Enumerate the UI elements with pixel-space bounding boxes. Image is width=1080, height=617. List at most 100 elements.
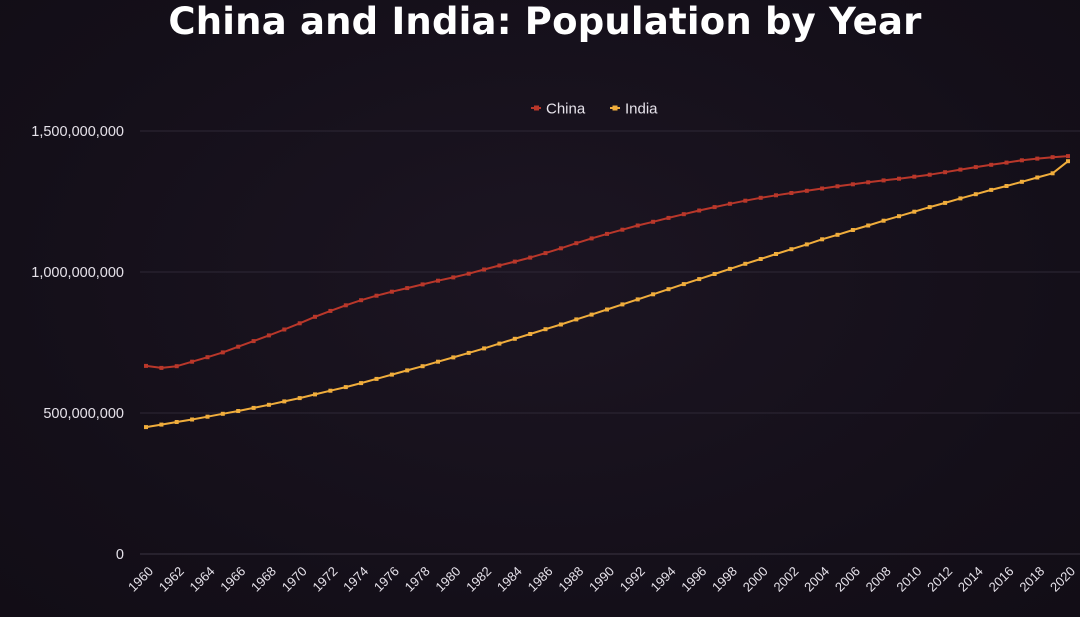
data-point-china	[1004, 160, 1009, 165]
data-point-china	[497, 263, 502, 268]
data-point-india	[374, 376, 379, 381]
x-tick-label: 2004	[801, 564, 832, 595]
data-point-china	[605, 231, 609, 236]
data-point-india	[989, 187, 994, 192]
data-point-china	[343, 303, 348, 308]
data-point-india	[297, 396, 302, 401]
x-tick-label: 2002	[770, 564, 801, 595]
x-tick-label: 1994	[648, 564, 679, 595]
data-point-china	[174, 364, 179, 369]
data-point-china	[789, 191, 794, 195]
data-point-india	[313, 392, 317, 397]
legend: China India	[531, 101, 658, 118]
data-point-china	[466, 271, 471, 276]
x-tick-label: 1992	[617, 564, 648, 595]
data-point-china	[1050, 155, 1055, 160]
data-point-china	[313, 314, 317, 319]
data-point-china	[958, 167, 963, 172]
data-point-india	[574, 317, 579, 322]
x-tick-label: 1970	[279, 564, 310, 595]
x-tick-label: 2010	[893, 564, 924, 595]
x-axis: 1960 1962 1964 1966 1968 1970 1972 1974 1976 1978…	[125, 564, 1078, 595]
data-point-india	[451, 355, 456, 360]
y-tick-label: 500,000,000	[43, 406, 124, 422]
data-point-china	[359, 298, 364, 303]
data-point-india	[558, 322, 563, 327]
data-point-china	[374, 293, 379, 298]
data-point-india	[758, 257, 763, 261]
data-point-china	[804, 188, 809, 193]
data-point-china	[712, 205, 717, 210]
series-china	[144, 154, 1070, 370]
x-tick-label: 2016	[986, 564, 1017, 595]
data-point-india	[651, 292, 656, 297]
data-point-india	[436, 359, 440, 364]
data-point-india	[912, 209, 917, 214]
data-point-china	[927, 172, 932, 177]
data-point-china	[512, 259, 517, 264]
data-point-china	[251, 339, 256, 344]
data-point-india	[743, 261, 748, 266]
data-point-india	[727, 266, 732, 271]
x-tick-label: 2012	[924, 564, 955, 595]
x-tick-label: 1960	[125, 564, 156, 595]
gridlines	[140, 130, 1080, 555]
series-india	[144, 159, 1070, 430]
data-point-india	[605, 307, 609, 312]
data-point-india	[866, 223, 871, 228]
data-point-china	[574, 241, 579, 246]
data-point-india	[927, 205, 932, 210]
x-tick-label: 1962	[156, 564, 187, 595]
data-point-india	[774, 252, 778, 256]
data-point-china	[989, 162, 994, 167]
data-point-china	[528, 255, 533, 260]
x-tick-label: 1982	[463, 564, 494, 595]
legend-label-china: China	[546, 101, 586, 118]
data-point-india	[359, 381, 364, 386]
data-point-india	[897, 214, 901, 219]
data-point-india	[251, 405, 256, 410]
data-point-china	[1035, 156, 1040, 161]
data-point-china	[236, 344, 241, 349]
data-point-china	[405, 286, 410, 291]
x-tick-label: 1966	[217, 564, 248, 595]
data-point-india	[482, 346, 487, 351]
x-tick-label: 1964	[187, 564, 218, 595]
data-point-china	[758, 195, 763, 200]
data-point-china	[144, 363, 148, 368]
x-tick-label: 1976	[371, 564, 402, 595]
data-point-india	[174, 420, 179, 424]
data-point-india	[420, 364, 425, 369]
data-point-india	[804, 242, 809, 247]
data-point-india	[144, 425, 148, 430]
x-tick-label: 1968	[248, 564, 279, 595]
data-point-china	[943, 170, 948, 175]
x-tick-label: 2008	[863, 564, 894, 595]
data-point-china	[897, 176, 901, 181]
data-point-china	[973, 165, 978, 170]
x-tick-label: 1990	[586, 564, 617, 595]
data-point-india	[497, 341, 502, 346]
data-point-china	[420, 282, 425, 287]
x-tick-label: 1972	[309, 564, 340, 595]
data-point-india	[528, 332, 533, 336]
x-tick-label: 1984	[494, 564, 525, 595]
data-point-india	[973, 192, 978, 197]
data-point-india	[666, 287, 671, 292]
x-tick-label: 2018	[1016, 564, 1047, 595]
data-point-china	[743, 198, 748, 203]
data-point-china	[482, 267, 487, 272]
data-point-china	[651, 219, 656, 224]
data-point-china	[866, 180, 871, 185]
x-tick-label: 2006	[832, 564, 863, 595]
data-point-india	[405, 368, 410, 373]
data-point-india	[190, 417, 195, 422]
y-tick-label: 1,500,000,000	[31, 124, 124, 140]
data-point-india	[466, 350, 471, 355]
data-point-china	[820, 186, 825, 191]
data-point-india	[1035, 175, 1040, 180]
x-tick-label: 1996	[678, 564, 709, 595]
y-tick-label: 0	[116, 547, 124, 563]
